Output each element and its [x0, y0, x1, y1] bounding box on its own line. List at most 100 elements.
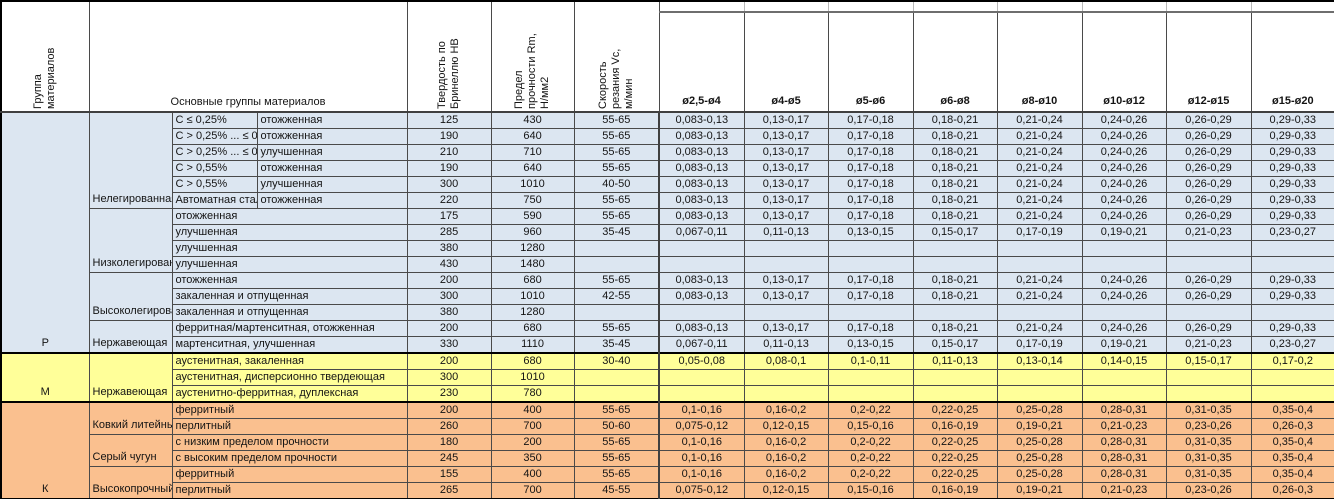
feed-value-cell: 0,31-0,35 — [1165, 450, 1252, 467]
feed-value-cell: 0,2-0,22 — [827, 466, 914, 483]
feed-value-cell: 0,18-0,21 — [912, 111, 998, 129]
feed-value-cell — [1081, 369, 1167, 386]
spec-condition-cell: C ≤ 0,25% — [171, 111, 258, 129]
feed-value-cell: 0,13-0,17 — [743, 176, 829, 193]
hardness-cell: 380 — [406, 240, 492, 257]
spec-condition-cell: C > 0,25% ... ≤ 0,55% — [171, 144, 258, 161]
spec-condition-cell: Автоматная сталь — [171, 192, 258, 209]
hardness-cell: 180 — [406, 434, 492, 451]
feed-value-cell: 0,26-0,29 — [1165, 144, 1252, 161]
feed-value-cell: 0,075-0,12 — [658, 482, 745, 499]
feed-value-cell: 0,21-0,23 — [1081, 482, 1167, 499]
hardness-cell: 175 — [406, 208, 492, 225]
feed-value-cell: 0,16-0,19 — [912, 482, 998, 499]
strength-cell: 1010 — [490, 369, 575, 386]
feed-value-cell: 0,1-0,16 — [658, 450, 745, 467]
material-name-cell: с низким пределом прочности — [171, 434, 408, 451]
feed-value-cell: 0,15-0,16 — [827, 482, 914, 499]
hardness-cell: 285 — [406, 224, 492, 241]
feed-value-cell: 0,08-0,1 — [743, 352, 829, 370]
feed-value-cell: 0,13-0,17 — [743, 208, 829, 225]
feed-value-cell: 0,17-0,18 — [827, 208, 914, 225]
feed-value-cell: 0,17-0,18 — [827, 176, 914, 193]
feed-value-cell: 0,24-0,26 — [1081, 128, 1167, 145]
hardness-cell: 200 — [406, 272, 492, 289]
cutting-speed-cell: 55-65 — [573, 144, 660, 161]
hardness-cell: 265 — [406, 482, 492, 499]
feed-value-cell — [912, 256, 998, 273]
feed-value-cell — [827, 385, 914, 403]
table-body: P Нелегированная C ≤ 0,25% отожженная 125 430… — [0, 111, 1334, 499]
feed-value-cell: 0,18-0,21 — [912, 272, 998, 289]
material-name-cell: ферритный — [171, 401, 408, 419]
cutting-speed-cell: 55-65 — [573, 401, 660, 419]
feed-value-cell: 0,31-0,35 — [1165, 466, 1252, 483]
feed-value-cell: 0,26-0,29 — [1165, 272, 1252, 289]
strength-cell: 680 — [490, 320, 575, 337]
strength-cell: 1280 — [490, 304, 575, 321]
cutting-speed-cell — [573, 304, 660, 321]
feed-value-cell: 0,29-0,33 — [1250, 288, 1334, 305]
cutting-speed-cell: 45-55 — [573, 482, 660, 499]
feed-value-cell: 0,18-0,21 — [912, 160, 998, 177]
header-diameter-col: ø4-ø5 — [743, 11, 829, 113]
header-hardness: Твердость по Бринеллю HB — [406, 0, 492, 113]
feed-value-cell: 0,24-0,26 — [1081, 111, 1167, 129]
feed-value-cell: 0,16-0,2 — [743, 450, 829, 467]
feed-value-cell — [996, 240, 1083, 257]
feed-value-cell: 0,31-0,35 — [1165, 401, 1252, 419]
feed-value-cell: 0,15-0,16 — [827, 418, 914, 435]
feed-value-cell: 0,1-0,16 — [658, 434, 745, 451]
feed-value-cell: 0,29-0,33 — [1250, 111, 1334, 129]
feed-value-cell: 0,21-0,24 — [996, 176, 1083, 193]
feed-value-cell — [743, 304, 829, 321]
strength-cell: 710 — [490, 144, 575, 161]
feed-value-cell: 0,18-0,21 — [912, 208, 998, 225]
feed-value-cell — [1081, 240, 1167, 257]
feed-value-cell: 0,21-0,23 — [1081, 418, 1167, 435]
feed-value-cell: 0,083-0,13 — [658, 208, 745, 225]
hardness-cell: 260 — [406, 418, 492, 435]
feed-value-cell: 0,24-0,26 — [1081, 208, 1167, 225]
feed-value-cell: 0,26-0,29 — [1165, 160, 1252, 177]
feed-value-cell: 0,19-0,21 — [1081, 336, 1167, 354]
feed-value-cell: 0,13-0,17 — [743, 192, 829, 209]
feed-value-cell — [1250, 369, 1334, 386]
strength-cell: 640 — [490, 128, 575, 145]
feed-value-cell: 0,28-0,31 — [1081, 401, 1167, 419]
feed-value-cell: 0,083-0,13 — [658, 111, 745, 129]
feed-value-cell: 0,17-0,19 — [996, 336, 1083, 354]
header-top-strip — [996, 0, 1083, 13]
feed-value-cell — [996, 304, 1083, 321]
hardness-cell: 210 — [406, 144, 492, 161]
strength-cell: 640 — [490, 160, 575, 177]
material-group-cell: P — [0, 111, 90, 354]
feed-value-cell: 0,17-0,18 — [827, 128, 914, 145]
feed-value-cell: 0,15-0,17 — [912, 224, 998, 241]
feed-value-cell: 0,21-0,24 — [996, 192, 1083, 209]
header-cutting-speed: Скорость резания Vc, м/мин — [573, 0, 660, 113]
feed-value-cell: 0,22-0,25 — [912, 401, 998, 419]
feed-value-cell — [658, 385, 745, 403]
cutting-speed-cell — [573, 240, 660, 257]
feed-value-cell: 0,22-0,25 — [912, 450, 998, 467]
material-family-cell: Высокопрочный — [88, 466, 173, 499]
cutting-speed-cell — [573, 369, 660, 386]
feed-value-cell: 0,083-0,13 — [658, 160, 745, 177]
spec-state-cell: отожженная — [256, 160, 408, 177]
feed-value-cell: 0,13-0,17 — [743, 288, 829, 305]
spec-condition-cell: C > 0,55% — [171, 176, 258, 193]
header-top-strip — [1081, 0, 1167, 13]
cutting-speed-cell — [573, 385, 660, 403]
feed-value-cell: 0,17-0,18 — [827, 288, 914, 305]
feed-value-cell — [1165, 304, 1252, 321]
hardness-cell: 300 — [406, 369, 492, 386]
cutting-speed-cell: 55-65 — [573, 111, 660, 129]
cutting-speed-cell: 55-65 — [573, 192, 660, 209]
feed-value-cell: 0,13-0,17 — [743, 111, 829, 129]
feed-value-cell: 0,083-0,13 — [658, 320, 745, 337]
feed-value-cell: 0,083-0,13 — [658, 128, 745, 145]
feed-value-cell: 0,29-0,33 — [1250, 144, 1334, 161]
hardness-cell: 190 — [406, 128, 492, 145]
header-diameter-col: ø15-ø20 — [1250, 11, 1334, 113]
